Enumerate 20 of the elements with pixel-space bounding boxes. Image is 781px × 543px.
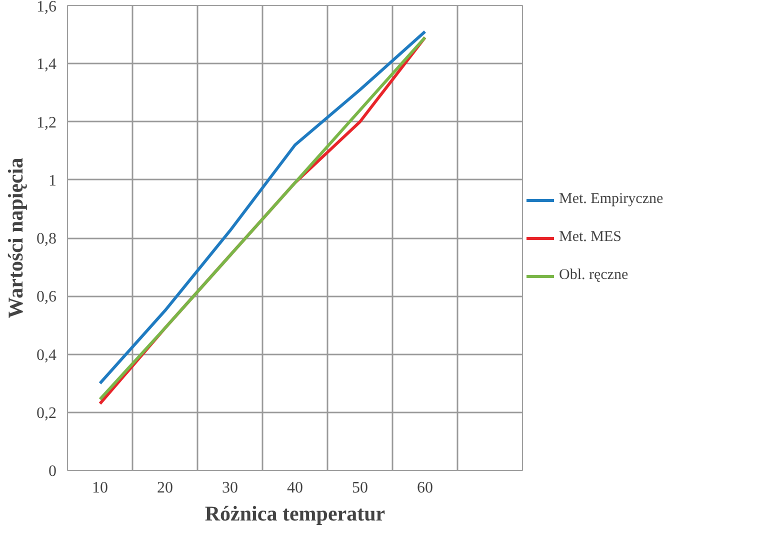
x-tick-label: 40: [287, 480, 303, 496]
legend-label: Met. MES: [559, 229, 622, 246]
legend-label: Met. Empiryczne: [559, 191, 664, 208]
legend-label: Obl. ręczne: [559, 267, 628, 284]
y-tick-label: 1,2: [36, 114, 56, 132]
x-tick-label: 20: [157, 480, 173, 496]
x-tick-label: 60: [417, 480, 433, 496]
y-tick-label: 0,4: [36, 346, 56, 364]
x-tick-label: 10: [92, 480, 108, 496]
x-axis-title: Różnica temperatur: [204, 502, 386, 526]
x-tick-label: 30: [222, 480, 238, 496]
y-tick-label: 1,4: [36, 56, 56, 74]
y-tick-label: 0,2: [36, 404, 56, 422]
y-tick-label: 1: [48, 172, 56, 190]
y-axis-title: Wartości napięcia: [4, 157, 28, 318]
y-tick-label: 1,6: [36, 0, 56, 16]
y-tick-label: 0: [48, 463, 56, 480]
y-tick-label: 0,8: [36, 230, 56, 248]
y-tick-label: 0,6: [36, 288, 56, 306]
x-tick-label: 50: [352, 480, 368, 496]
